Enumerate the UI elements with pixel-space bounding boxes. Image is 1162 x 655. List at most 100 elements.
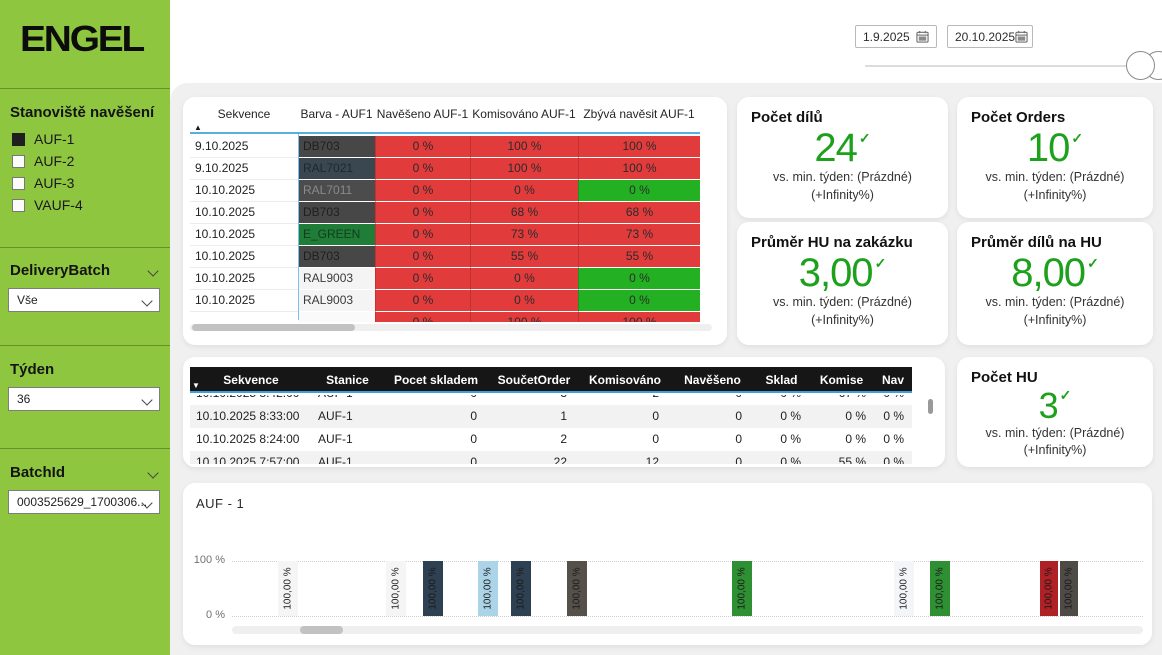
column-header-komisovano[interactable]: Komisováno AUF-1 <box>472 107 576 121</box>
column-header-pocet-skladem[interactable]: Pocet skladem <box>393 373 479 387</box>
cell-komisovano: 100 % <box>470 312 578 322</box>
cell-zbyva: 100 % <box>578 158 700 180</box>
date-start-input[interactable]: 1.9.2025 <box>855 25 937 48</box>
vertical-scrollbar-thumb[interactable] <box>928 399 933 414</box>
column-header-sekvence[interactable]: Sekvence <box>223 373 279 387</box>
column-header-komise[interactable]: Komise <box>819 373 864 387</box>
checkbox-icon[interactable] <box>12 176 25 190</box>
chevron-down-icon[interactable] <box>149 468 158 477</box>
checkbox-vauf4[interactable]: VAUF-4 <box>12 195 83 215</box>
table-row[interactable]: 10.10.2025 7:57:00 AUF-1 0 22 12 0 0 % 55 % … <box>190 451 912 464</box>
column-header-nav[interactable]: Nav <box>881 373 904 387</box>
kpi-subtext: vs. min. týden: (Prázdné) (+Infinity%) <box>985 425 1125 458</box>
date-range-slider-track[interactable] <box>865 65 1141 67</box>
cell-sekvence: 9.10.2025 21:36:00 <box>190 136 298 158</box>
checkmark-icon: ✓ <box>874 255 887 271</box>
chart-bar[interactable]: 100,00 % <box>423 561 443 616</box>
gridline-100 <box>232 561 1143 562</box>
station-filter-title: Stanoviště navěšení <box>10 104 155 121</box>
batchid-value: 0003525629_1700306... <box>17 495 148 509</box>
checkbox-icon[interactable] <box>12 154 25 168</box>
date-start-value: 1.9.2025 <box>863 29 910 44</box>
table-row[interactable]: 10.10.2025 7:03:00 E_GREEN 0 % 73 % 73 % <box>190 224 700 246</box>
cell-barva: RAL7021 <box>298 158 375 180</box>
chart-bar[interactable]: 100,00 % <box>478 561 498 616</box>
column-header-naveseno[interactable]: Navěšeno <box>684 373 741 387</box>
date-end-input[interactable]: 20.10.2025 <box>947 25 1033 48</box>
kpi-card-pocet-hu: Počet HU 3 ✓ vs. min. týden: (Prázdné) (+I… <box>957 357 1153 467</box>
week-select[interactable]: 36 <box>8 387 160 411</box>
sort-descending-icon[interactable]: ▼ <box>192 381 200 390</box>
cell-sekvence <box>190 312 298 322</box>
chart-bar[interactable]: 100,00 % <box>511 561 531 616</box>
kpi-card-prumer-dilu-na-hu: Průměr dílů na HU 8,00 ✓ vs. min. týden: … <box>957 222 1153 345</box>
cell-barva: RAL9003 <box>298 290 375 312</box>
chart-bar[interactable]: 100,00 % <box>732 561 752 616</box>
checkbox-icon[interactable] <box>12 198 25 212</box>
checkbox-icon[interactable] <box>12 132 25 146</box>
batchid-title: BatchId <box>10 464 66 481</box>
checkbox-auf1[interactable]: AUF-1 <box>12 129 74 149</box>
chevron-down-icon[interactable] <box>149 266 158 275</box>
date-range-slider-handle[interactable] <box>1126 51 1155 80</box>
horizontal-scrollbar[interactable] <box>232 626 1143 634</box>
column-header-barva[interactable]: Barva - AUF1 <box>300 107 373 121</box>
column-header-zbyva[interactable]: Zbývá navěsit AUF-1 <box>583 107 695 121</box>
chart-bar[interactable]: 100,00 % <box>1060 561 1078 616</box>
cell-barva: DB703 <box>298 246 375 268</box>
chart-bar[interactable]: 100,00 % <box>386 561 406 616</box>
checkbox-auf3[interactable]: AUF-3 <box>12 173 74 193</box>
chart-bar[interactable]: 100,00 % <box>567 561 587 616</box>
kpi-subtext: vs. min. týden: (Prázdné) (+Infinity%) <box>985 295 1125 327</box>
sort-ascending-icon[interactable]: ▲ <box>194 123 202 132</box>
column-header-naveseno[interactable]: Navěšeno AUF-1 <box>376 107 469 121</box>
table-row-partial[interactable]: 0 % 100 % 100 % <box>190 312 700 322</box>
kpi-title: Počet Orders <box>971 109 1066 126</box>
kpi-title: Počet dílů <box>751 109 823 126</box>
horizontal-scrollbar[interactable] <box>190 324 712 331</box>
cell-naveseno: 0 % <box>375 158 470 180</box>
table-row[interactable]: 9.10.2025 21:45:00 RAL7021 0 % 100 % 100… <box>190 158 700 180</box>
calendar-icon[interactable] <box>1015 30 1028 43</box>
column-header-stanice[interactable]: Stanice <box>326 373 369 387</box>
cell-zbyva: 100 % <box>578 312 700 322</box>
chart-title: AUF - 1 <box>196 496 245 511</box>
checkmark-icon: ✓ <box>858 130 871 146</box>
table-row[interactable]: 9.10.2025 21:36:00 DB703 0 % 100 % 100 % <box>190 136 700 158</box>
kpi-value: 24 ✓ <box>751 127 934 169</box>
cell-komisovano: 100 % <box>470 136 578 158</box>
horizontal-scrollbar-thumb[interactable] <box>300 626 343 634</box>
calendar-icon[interactable] <box>916 30 929 43</box>
chart-bar[interactable]: 100,00 % <box>278 561 298 616</box>
chart-bar[interactable]: 100,00 % <box>930 561 950 616</box>
table-row[interactable]: 10.10.2025 8:24:00 RAL9003 0 % 0 % 0 % <box>190 268 700 290</box>
kpi-number: 24 <box>814 126 857 170</box>
batchid-select[interactable]: 0003525629_1700306... <box>8 490 160 514</box>
column-header-sklad[interactable]: Sklad <box>765 373 798 387</box>
y-axis-label-0: 0 % <box>206 609 225 621</box>
y-axis-label-100: 100 % <box>193 554 225 566</box>
cell-sekvence: 9.10.2025 21:45:00 <box>190 158 298 180</box>
frozen-column-divider <box>298 134 299 320</box>
table-row[interactable]: 10.10.2025 7:57:00 DB703 0 % 55 % 55 % <box>190 246 700 268</box>
column-header-soucetorder[interactable]: SoučetOrder <box>497 373 571 387</box>
chart-bar[interactable]: 100,00 % <box>894 561 914 616</box>
cell-komisovano: 0 % <box>470 268 578 290</box>
table-row[interactable]: 10.10.2025 6:00:00 RAL7011 0 % 0 % 0 % <box>190 180 700 202</box>
cell-sekvence: 10.10.2025 8:24:00 <box>190 268 298 290</box>
checkbox-auf2[interactable]: AUF-2 <box>12 151 74 171</box>
cell-sekvence: 10.10.2025 8:33:00 <box>190 290 298 312</box>
table-row[interactable]: 10.10.2025 6:09:00 DB703 0 % 68 % 68 % <box>190 202 700 224</box>
divider <box>0 345 170 346</box>
kpi-title: Průměr HU na zakázku <box>751 234 913 251</box>
column-header-sekvence[interactable]: Sekvence <box>217 107 271 121</box>
horizontal-scrollbar-thumb[interactable] <box>192 324 355 331</box>
checkmark-icon: ✓ <box>1071 130 1084 146</box>
deliverybatch-select[interactable]: Vše <box>8 288 160 312</box>
chart-bar[interactable]: 100,00 % <box>1040 561 1058 616</box>
table-row[interactable]: 10.10.2025 8:33:00 RAL9003 0 % 0 % 0 % <box>190 290 700 312</box>
column-header-komisovano[interactable]: Komisováno <box>588 373 661 387</box>
